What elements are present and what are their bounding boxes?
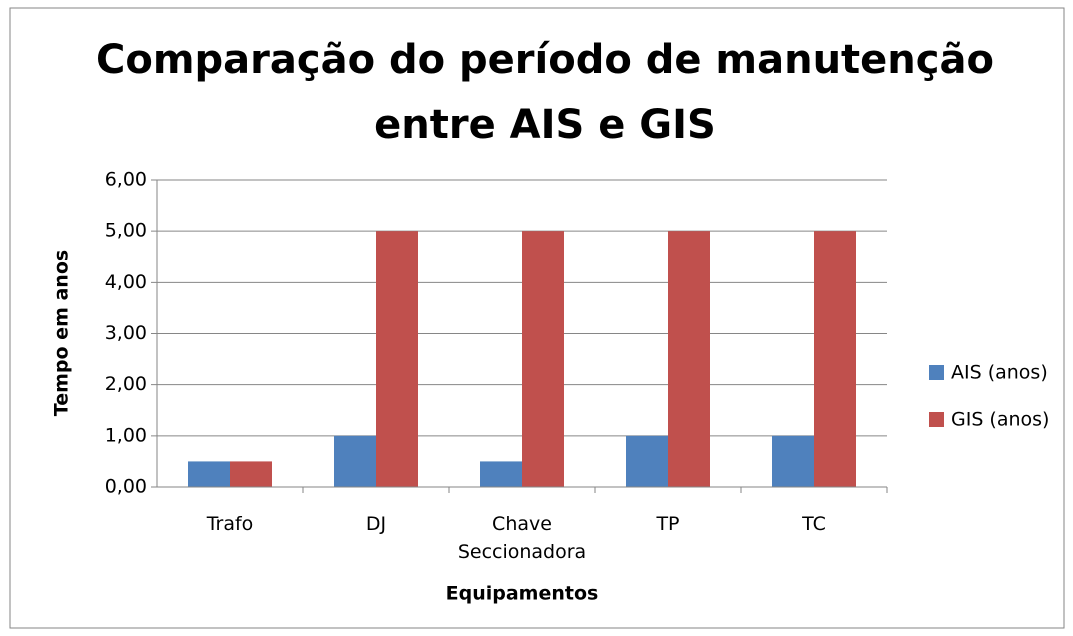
- bar: [522, 231, 564, 487]
- y-tick-label: 0,00: [105, 476, 147, 498]
- bar: [334, 435, 376, 487]
- bar: [668, 231, 710, 487]
- x-axis-label: Equipamentos: [446, 583, 599, 605]
- legend-label: GIS (anos): [951, 409, 1049, 431]
- legend-label: AIS (anos): [951, 362, 1048, 384]
- x-tick-label: Trafo: [206, 513, 254, 535]
- y-tick-label: 1,00: [105, 424, 147, 446]
- bar: [772, 435, 814, 487]
- x-tick-label: TC: [802, 513, 826, 535]
- y-tick-label: 4,00: [105, 271, 147, 293]
- x-tick-label: TP: [656, 513, 680, 535]
- bar: [626, 435, 668, 487]
- y-tick-label: 3,00: [105, 322, 147, 344]
- legend-swatch: [929, 365, 944, 380]
- bar: [814, 231, 856, 487]
- x-tick-label: DJ: [365, 513, 387, 535]
- chart-title: entre AIS e GIS: [374, 102, 716, 148]
- x-tick-label: Chave Seccionadora: [457, 513, 587, 563]
- bar: [230, 461, 272, 487]
- y-axis-label: Tempo em anos: [51, 250, 73, 416]
- chart-title: Comparação do período de manutenção: [96, 37, 994, 83]
- bar: [376, 231, 418, 487]
- y-tick-label: 2,00: [105, 373, 147, 395]
- y-tick-label: 5,00: [105, 220, 147, 242]
- bar: [188, 461, 230, 487]
- legend-swatch: [929, 412, 944, 427]
- bar: [480, 461, 522, 487]
- y-tick-label: 6,00: [105, 169, 147, 191]
